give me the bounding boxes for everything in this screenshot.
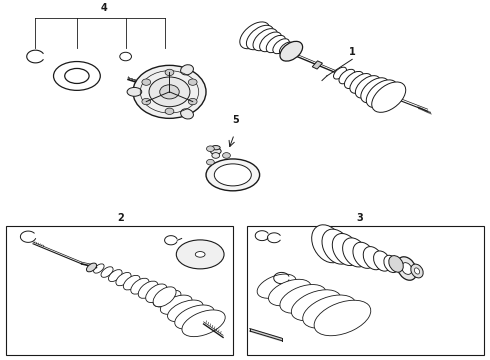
Ellipse shape (303, 295, 356, 328)
Ellipse shape (353, 242, 375, 268)
Ellipse shape (269, 279, 311, 306)
Ellipse shape (94, 264, 104, 273)
Circle shape (133, 66, 206, 118)
Ellipse shape (138, 281, 158, 298)
Circle shape (188, 79, 197, 85)
Ellipse shape (86, 263, 97, 272)
Ellipse shape (322, 229, 352, 264)
Ellipse shape (344, 71, 364, 89)
Ellipse shape (415, 268, 419, 274)
Ellipse shape (131, 278, 149, 294)
Circle shape (206, 159, 214, 165)
Ellipse shape (367, 80, 397, 108)
Ellipse shape (372, 82, 406, 112)
Ellipse shape (127, 87, 142, 96)
Ellipse shape (260, 32, 282, 52)
Ellipse shape (266, 35, 286, 53)
Ellipse shape (257, 274, 296, 298)
Ellipse shape (240, 22, 270, 49)
Text: 5: 5 (232, 116, 239, 125)
Ellipse shape (160, 295, 192, 314)
Ellipse shape (181, 109, 194, 119)
Ellipse shape (363, 247, 383, 270)
Ellipse shape (181, 65, 194, 75)
Circle shape (188, 98, 197, 105)
Bar (6, 226, 233, 355)
Circle shape (142, 98, 150, 105)
Ellipse shape (397, 257, 416, 280)
Text: 3: 3 (356, 213, 363, 222)
Ellipse shape (280, 41, 303, 61)
Ellipse shape (211, 145, 220, 150)
Ellipse shape (280, 284, 326, 313)
Circle shape (149, 77, 190, 107)
Ellipse shape (361, 78, 389, 103)
Ellipse shape (123, 275, 140, 290)
Ellipse shape (246, 25, 273, 50)
Ellipse shape (175, 305, 214, 329)
Ellipse shape (253, 29, 277, 51)
Ellipse shape (153, 287, 176, 307)
Ellipse shape (314, 300, 371, 336)
Circle shape (165, 108, 174, 114)
Text: 4: 4 (100, 3, 107, 13)
Ellipse shape (350, 73, 372, 93)
Ellipse shape (146, 284, 167, 302)
Ellipse shape (355, 76, 380, 98)
Text: 2: 2 (118, 213, 124, 222)
Ellipse shape (389, 256, 403, 272)
Ellipse shape (101, 267, 113, 277)
Ellipse shape (206, 159, 260, 191)
Bar (312, 61, 322, 69)
Ellipse shape (176, 240, 224, 269)
Ellipse shape (196, 252, 205, 257)
Ellipse shape (312, 225, 344, 263)
Text: 1: 1 (349, 46, 356, 57)
Ellipse shape (214, 164, 251, 186)
Circle shape (212, 153, 220, 158)
Ellipse shape (210, 148, 221, 154)
Ellipse shape (339, 69, 355, 84)
Ellipse shape (116, 273, 131, 286)
Ellipse shape (273, 39, 290, 54)
Ellipse shape (108, 270, 122, 282)
Ellipse shape (384, 255, 398, 273)
Ellipse shape (402, 263, 412, 274)
Circle shape (165, 69, 174, 76)
Circle shape (160, 85, 179, 99)
Ellipse shape (332, 234, 360, 266)
Ellipse shape (279, 42, 294, 55)
Circle shape (222, 153, 230, 158)
Ellipse shape (373, 251, 391, 271)
Circle shape (206, 146, 214, 152)
Bar (247, 226, 484, 355)
Ellipse shape (182, 310, 225, 337)
Ellipse shape (168, 300, 203, 322)
Ellipse shape (292, 290, 341, 321)
Ellipse shape (334, 67, 346, 79)
Circle shape (142, 79, 150, 85)
Ellipse shape (153, 290, 181, 307)
Ellipse shape (411, 264, 423, 278)
Ellipse shape (343, 238, 368, 267)
